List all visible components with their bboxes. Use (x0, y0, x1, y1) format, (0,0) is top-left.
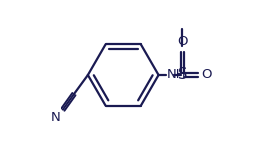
Text: NH: NH (167, 68, 186, 81)
Text: S: S (178, 67, 187, 82)
Text: O: O (177, 35, 188, 48)
Text: N: N (51, 111, 61, 124)
Text: O: O (201, 68, 211, 81)
